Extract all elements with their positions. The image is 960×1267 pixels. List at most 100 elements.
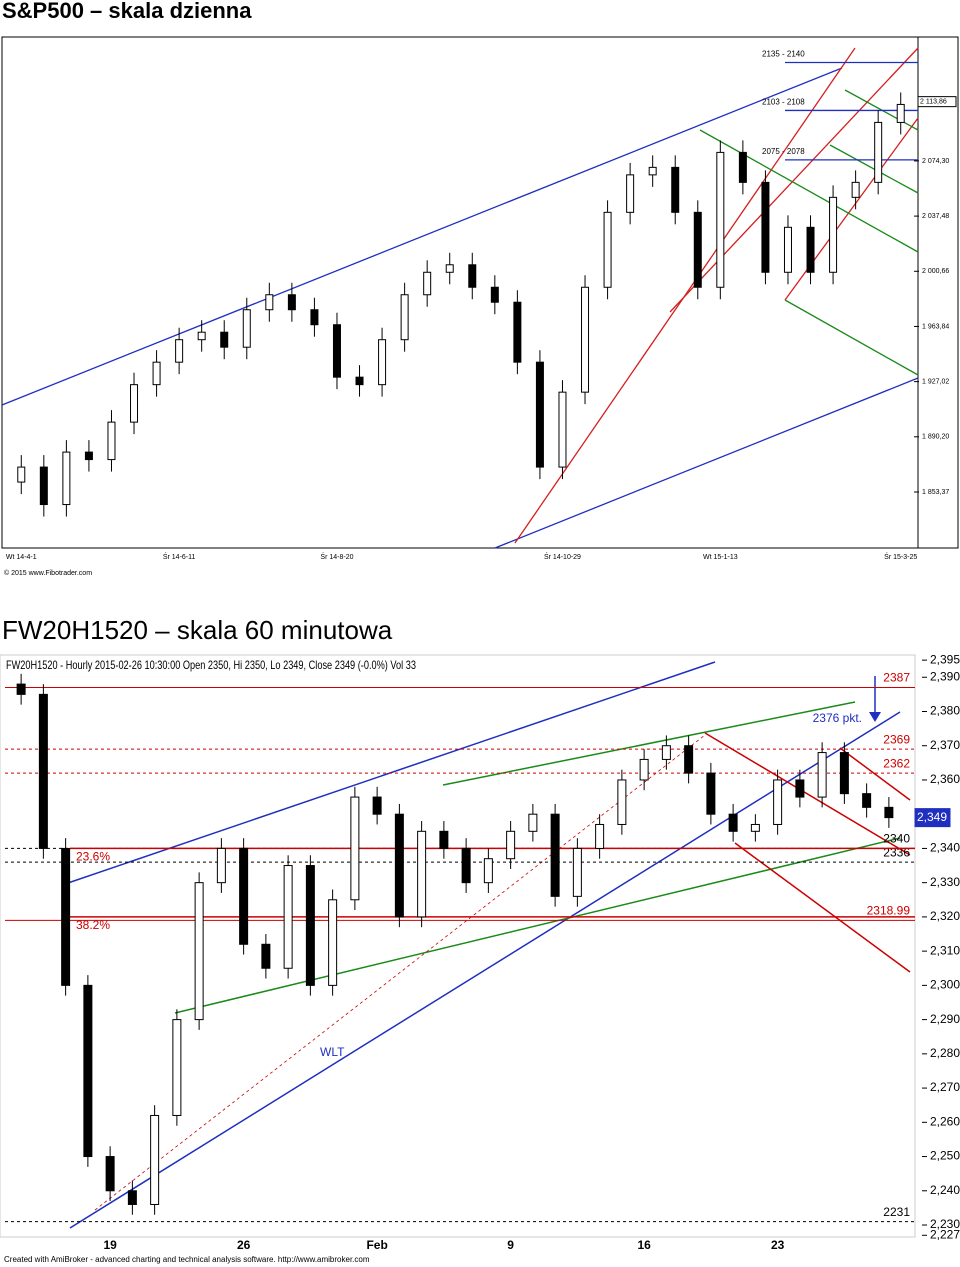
chart-footer: Created with AmiBroker - advanced charti… xyxy=(4,1255,370,1264)
trend-line xyxy=(1,67,843,406)
candle-body xyxy=(107,421,116,461)
candle-body xyxy=(372,796,382,815)
candle-body xyxy=(220,331,229,348)
candle-body xyxy=(483,858,493,884)
candle-body xyxy=(535,361,544,468)
annotation: 2376 pkt. xyxy=(813,711,862,725)
candle-body xyxy=(874,121,883,183)
candle-body xyxy=(639,758,649,781)
x-tick-label: Śr 14-10-29 xyxy=(544,552,581,561)
y-tick-label: 1 890,20 xyxy=(922,434,949,441)
trend-line xyxy=(704,732,911,856)
chart-title: S&P500 – skala dzienna xyxy=(2,0,252,23)
zone-label: 2075 - 2078 xyxy=(762,147,805,156)
x-tick-label: Śr 14-6-11 xyxy=(163,552,196,561)
fib-label: 23.6% xyxy=(76,850,110,864)
x-tick-label: Śr 14-8-20 xyxy=(320,552,353,561)
candle-body xyxy=(795,779,805,798)
last-price-box xyxy=(917,96,957,108)
trend-line xyxy=(494,377,919,549)
candle-body xyxy=(130,384,139,423)
trend-line xyxy=(784,299,919,376)
candle-body xyxy=(378,339,387,386)
y-tick-label: 2,230 xyxy=(930,1217,960,1231)
candle-body xyxy=(550,813,560,897)
candle-body xyxy=(626,174,635,213)
chart-title: FW20H1520 – skala 60 minutowa xyxy=(2,615,393,645)
candle-body xyxy=(461,847,471,884)
candle-body xyxy=(261,943,271,969)
candle-body xyxy=(773,779,783,825)
x-tick-label: 23 xyxy=(771,1238,785,1252)
y-tick-label: 2,280 xyxy=(930,1046,960,1060)
y-tick-label: 1 853,37 xyxy=(922,489,949,496)
candle-body xyxy=(884,806,894,819)
candle-body xyxy=(693,211,702,288)
trend-line xyxy=(442,701,856,786)
candle-body xyxy=(648,166,657,176)
candle-body xyxy=(310,309,319,326)
y-tick-label: 2 000,66 xyxy=(922,268,949,275)
candle-body xyxy=(194,882,204,1021)
candle-body xyxy=(783,226,792,273)
y-tick-label: 2,340 xyxy=(930,841,960,855)
candle-body xyxy=(445,264,454,273)
candle-body xyxy=(896,103,905,123)
candle-body xyxy=(617,779,627,825)
y-tick-label: 2,380 xyxy=(930,704,960,718)
candle-body xyxy=(17,466,26,483)
candle-body xyxy=(172,1019,182,1116)
candle-body xyxy=(83,984,93,1158)
y-tick-label: 2,250 xyxy=(930,1149,960,1163)
y-tick-label: 1 927,02 xyxy=(922,378,949,385)
candle-body xyxy=(506,830,516,860)
candle-body xyxy=(394,813,404,918)
candle-body xyxy=(39,466,48,506)
level-label: 2318.99 xyxy=(867,904,911,918)
last-price-box xyxy=(914,808,951,828)
level-label: 2369 xyxy=(883,732,910,746)
y-tick-label: 2,290 xyxy=(930,1012,960,1026)
candle-body xyxy=(661,745,671,760)
candle-body xyxy=(839,752,849,795)
candle-body xyxy=(806,226,815,273)
x-tick-label: Wt 15-1-13 xyxy=(703,554,738,561)
y-tick-label: 2,227 xyxy=(930,1227,960,1241)
candle-body xyxy=(400,294,409,341)
trend-line xyxy=(669,47,919,313)
x-tick-label: Wt 14-4-1 xyxy=(6,554,37,561)
candle-body xyxy=(105,1156,115,1192)
trend-lines xyxy=(1,47,919,549)
candle-body xyxy=(439,830,449,849)
level-label: 2231 xyxy=(883,1205,910,1219)
candle-body xyxy=(38,693,48,849)
candle-body xyxy=(355,376,364,386)
y-tick-label: 2 074,30 xyxy=(922,158,949,165)
candle-body xyxy=(862,793,872,808)
candle-body xyxy=(572,847,582,897)
trend-line xyxy=(734,842,911,973)
y-tick-label: 2,395 xyxy=(930,652,960,666)
candle-body xyxy=(761,181,770,273)
trend-line xyxy=(699,129,919,253)
candle-body xyxy=(603,211,612,288)
candle-body xyxy=(671,166,680,213)
candle-body xyxy=(332,324,341,378)
trend-line xyxy=(829,144,919,194)
plot-frame xyxy=(0,654,916,1238)
candle-body xyxy=(84,451,93,461)
candle-body xyxy=(197,331,206,341)
x-tick-label: 19 xyxy=(103,1238,117,1252)
candle-body xyxy=(61,847,71,986)
level-label: 2362 xyxy=(883,756,910,770)
candle-body xyxy=(150,1114,160,1205)
y-tick-label: 2,300 xyxy=(930,978,960,992)
y-tick-label: 2,390 xyxy=(930,669,960,683)
y-tick-label: 2,260 xyxy=(930,1114,960,1128)
candle-body xyxy=(328,899,338,986)
candle-body xyxy=(242,309,251,348)
candle-body xyxy=(706,772,716,815)
trend-lines xyxy=(64,661,911,1229)
y-tick-label: 2 037,48 xyxy=(922,213,949,220)
